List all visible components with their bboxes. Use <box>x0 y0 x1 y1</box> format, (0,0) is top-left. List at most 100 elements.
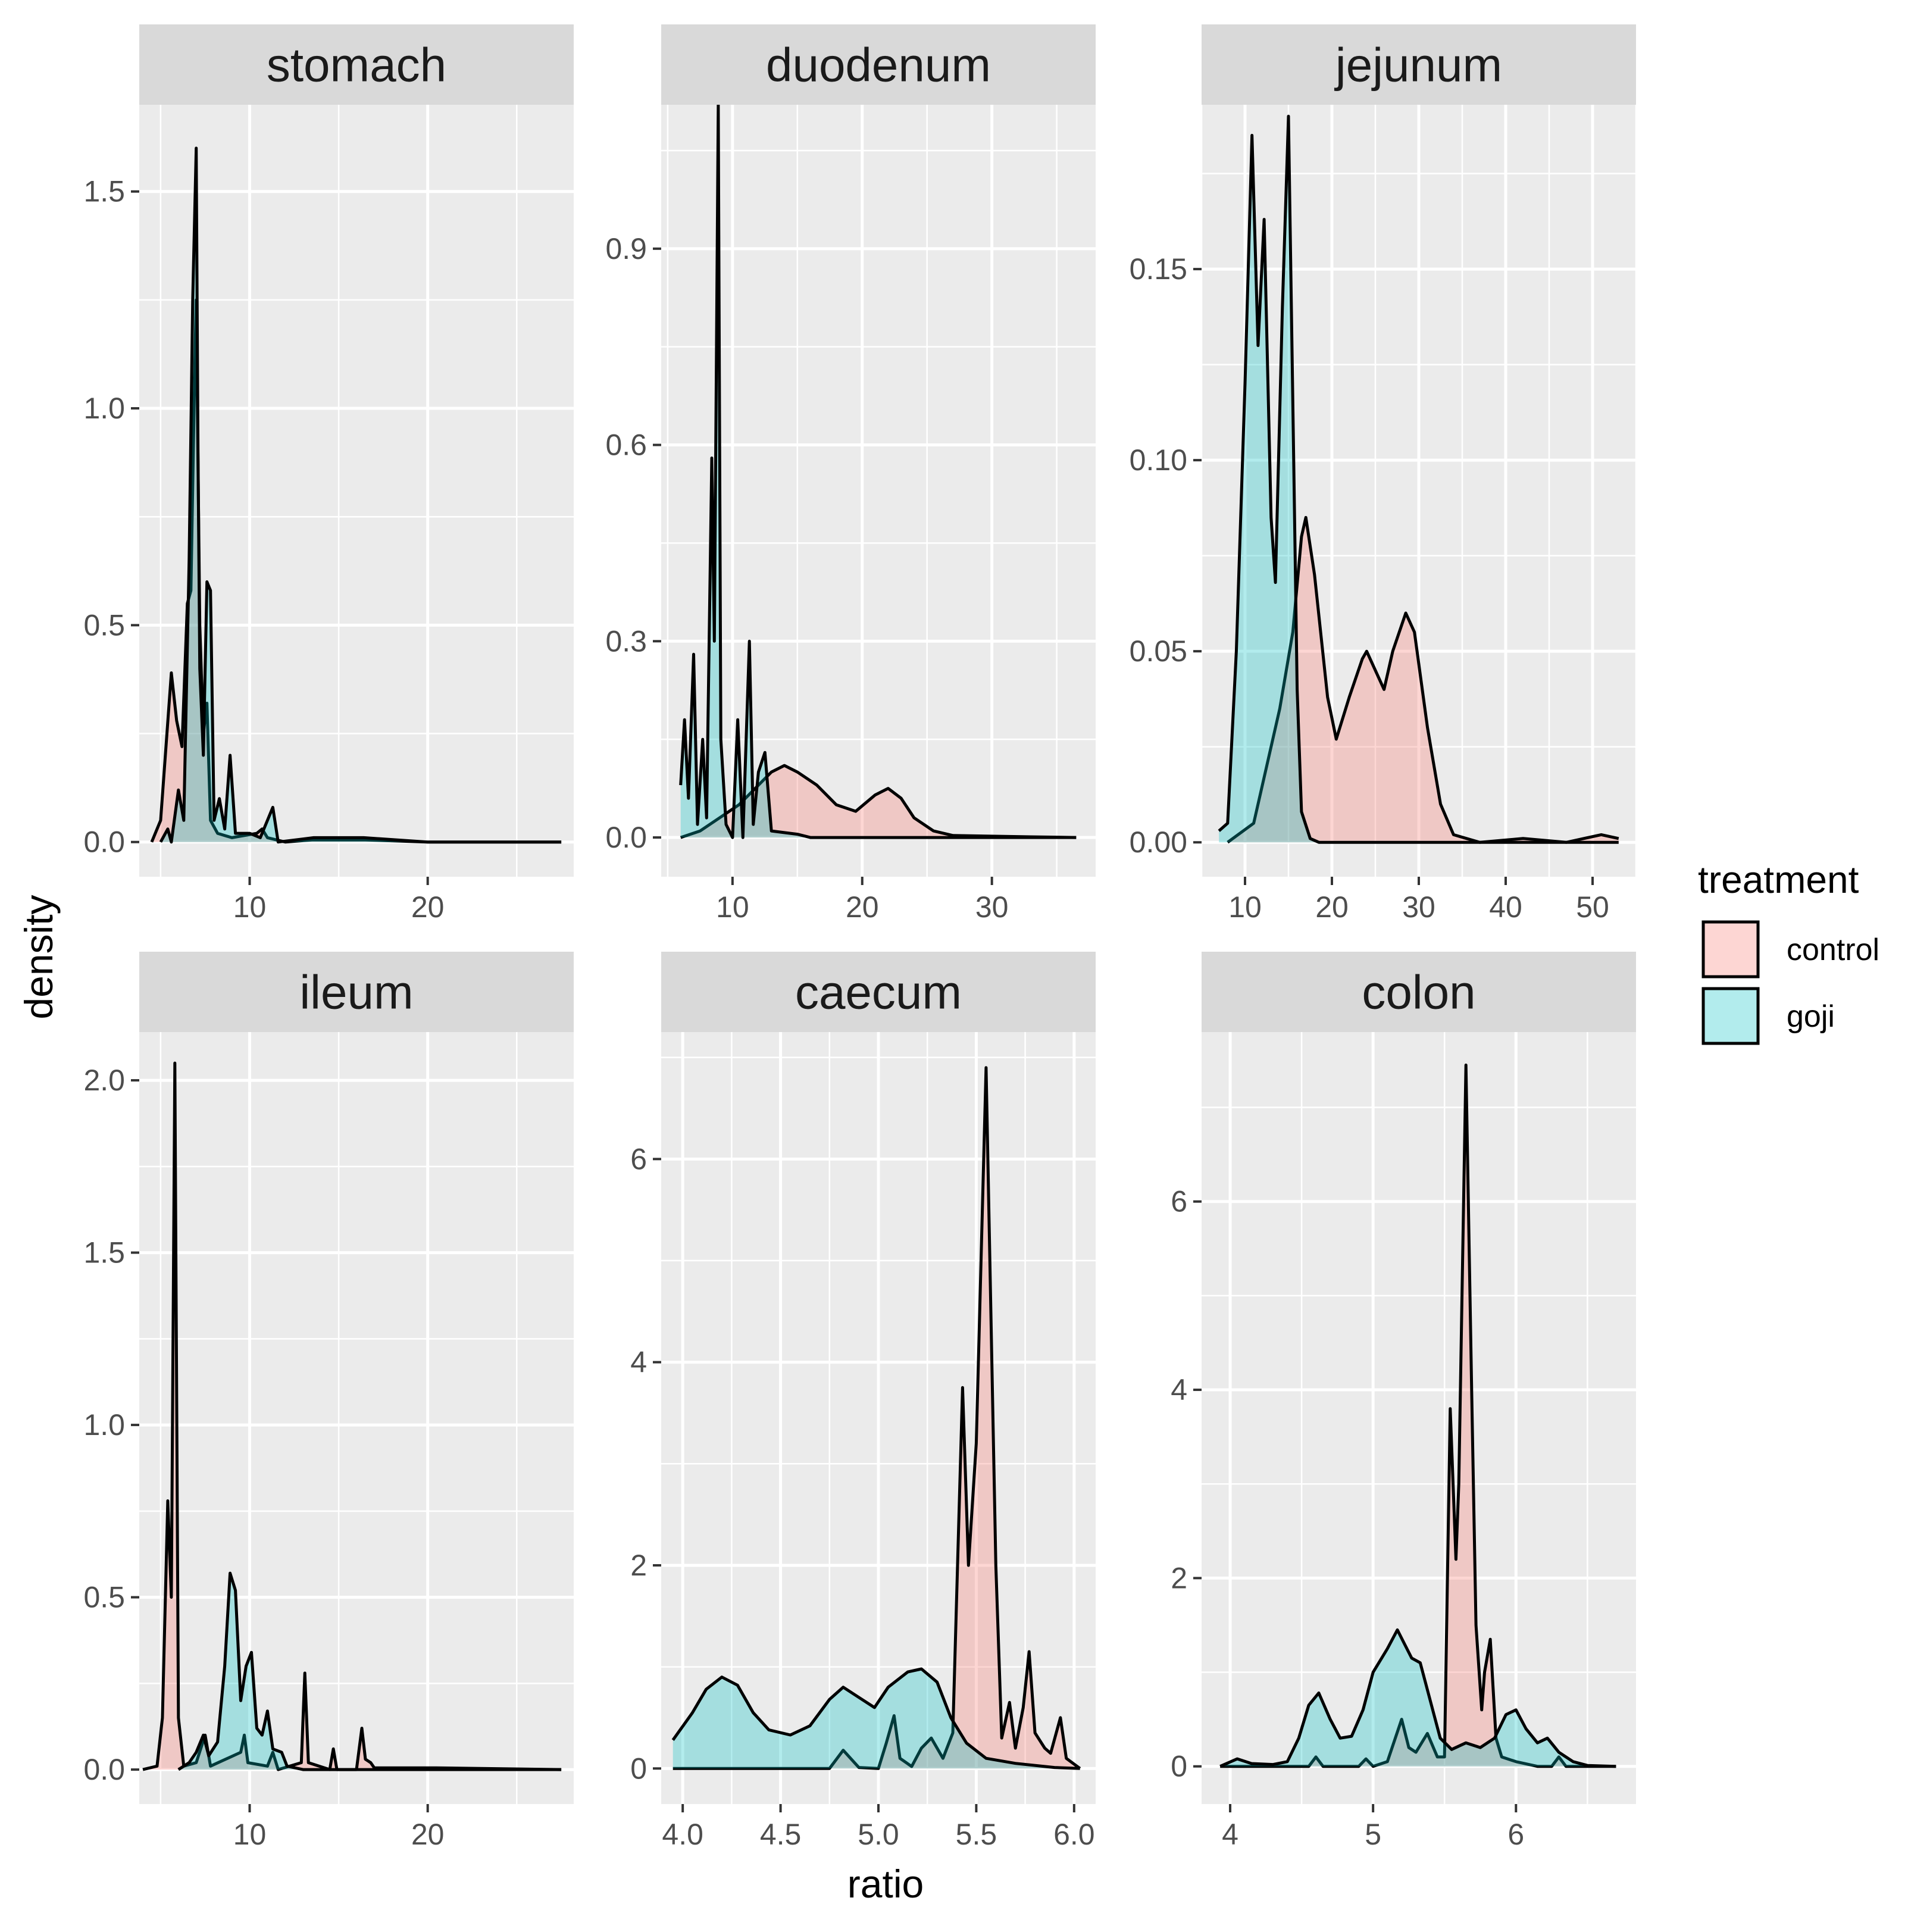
y-tick-label: 2 <box>1171 1561 1187 1595</box>
strip-background <box>1202 952 1636 1032</box>
y-axis-title: density <box>17 895 61 1019</box>
density-line-control <box>1220 1063 1616 1768</box>
strip-background <box>139 952 574 1032</box>
y-tick-label: 0.10 <box>1130 443 1187 477</box>
density-area-goji <box>673 1669 1080 1769</box>
density-area-goji <box>1220 1630 1616 1767</box>
density-area-goji <box>680 105 1077 838</box>
legend-title: treatment <box>1698 858 1859 901</box>
x-tick-label: 5.5 <box>956 1818 997 1851</box>
density-area-control <box>673 1067 1080 1769</box>
axes: 10 20 30 0.0 0.3 0.6 0.9 <box>605 232 1008 924</box>
y-tick-label: 1.5 <box>83 1236 125 1270</box>
strip-label: colon <box>1362 966 1475 1019</box>
y-tick-label: 1.5 <box>83 175 125 208</box>
facet-stomach: stomach 10 20 0.0 0.5 1.0 1.5 <box>83 24 574 924</box>
axes: 10 20 0.0 0.5 1.0 1.5 2.0 <box>83 1064 444 1851</box>
strip-background <box>139 24 574 105</box>
density-line-control <box>142 1061 562 1771</box>
legend-entries: control goji <box>1701 920 1879 1046</box>
legend-key-background <box>1701 920 1760 979</box>
x-tick-label: 20 <box>1315 890 1349 924</box>
legend-key-goji <box>1701 987 1760 1045</box>
axes: 10 20 30 40 50 0.00 0.05 0.10 0.15 <box>1130 252 1609 924</box>
axes: 4.0 4.5 5.0 5.5 6.0 0 2 4 6 <box>630 1142 1094 1851</box>
facet-ileum: ileum 10 20 0.0 0.5 1.0 1.5 2.0 <box>83 952 574 1851</box>
y-tick-label: 1.0 <box>83 1408 125 1442</box>
density-line-goji <box>159 146 562 844</box>
y-tick-label: 0 <box>630 1752 647 1785</box>
legend-label-control: control <box>1787 933 1879 967</box>
grid-lines <box>661 105 1096 877</box>
strip-background <box>661 952 1096 1032</box>
x-tick-label: 10 <box>1228 890 1262 924</box>
x-tick-label: 4 <box>1222 1818 1238 1851</box>
density-line-goji <box>1219 1628 1616 1768</box>
density-series <box>142 1061 562 1771</box>
x-axis-title: ratio <box>847 1862 924 1906</box>
density-line-goji <box>679 105 1077 839</box>
facet-colon: colon 4 5 6 0 2 4 6 <box>1171 952 1636 1851</box>
x-tick-label: 5 <box>1365 1818 1381 1851</box>
x-tick-label: 30 <box>975 890 1009 924</box>
x-tick-label: 10 <box>233 1818 267 1851</box>
density-area-control <box>680 765 1077 838</box>
density-series <box>1218 114 1619 844</box>
strip-label: jejunum <box>1334 39 1502 92</box>
strip-background <box>661 24 1096 105</box>
density-series <box>671 1066 1081 1770</box>
x-tick-label: 6.0 <box>1053 1818 1095 1851</box>
facet-jejunum: jejunum 10 20 30 40 50 0.00 0.05 0.10 0.15 <box>1130 24 1636 924</box>
grid-lines <box>139 105 574 877</box>
x-tick-label: 6 <box>1507 1818 1524 1851</box>
density-line-goji <box>177 1571 562 1771</box>
density-area-control <box>151 299 562 842</box>
y-tick-label: 0.5 <box>83 608 125 642</box>
y-tick-label: 4 <box>630 1346 647 1379</box>
y-tick-label: 6 <box>630 1142 647 1176</box>
density-line-control <box>673 1066 1081 1770</box>
facet-duodenum: duodenum 10 20 30 0.0 0.3 0.6 0.9 <box>605 24 1096 924</box>
x-tick-label: 20 <box>411 890 445 924</box>
legend-key-background <box>1701 986 1760 1046</box>
y-tick-label: 0.6 <box>605 429 647 462</box>
y-tick-label: 4 <box>1171 1373 1187 1406</box>
density-series <box>1219 1063 1616 1768</box>
x-tick-label: 5.0 <box>858 1818 899 1851</box>
panel-background <box>661 105 1096 877</box>
legend: treatment control goji <box>1698 858 1879 1046</box>
panel-background <box>139 1032 574 1804</box>
strip-label: ileum <box>299 966 413 1019</box>
x-tick-label: 4.5 <box>760 1818 802 1851</box>
y-tick-label: 0 <box>1171 1750 1187 1783</box>
strip-label: caecum <box>795 966 962 1019</box>
grid-lines <box>1202 105 1636 877</box>
x-tick-label: 10 <box>716 890 749 924</box>
panel-background <box>1202 1032 1636 1804</box>
y-tick-label: 0.5 <box>83 1581 125 1614</box>
density-series <box>150 146 562 844</box>
y-tick-label: 0.0 <box>605 821 647 854</box>
x-tick-label: 10 <box>233 890 267 924</box>
x-tick-label: 4.0 <box>662 1818 703 1851</box>
x-tick-label: 30 <box>1402 890 1435 924</box>
y-tick-label: 0.9 <box>605 232 647 265</box>
y-tick-label: 0.00 <box>1130 826 1187 859</box>
density-area-goji <box>1219 116 1619 843</box>
density-line-goji <box>1218 114 1619 844</box>
y-tick-label: 0.0 <box>83 826 125 859</box>
strip-label: stomach <box>267 39 446 92</box>
x-tick-label: 50 <box>1576 890 1609 924</box>
axes: 4 5 6 0 2 4 6 <box>1171 1185 1524 1851</box>
density-area-goji <box>160 148 562 842</box>
density-area-control <box>1227 517 1619 843</box>
legend-label-goji: goji <box>1787 999 1835 1034</box>
y-tick-label: 1.0 <box>83 392 125 425</box>
density-line-goji <box>671 1667 1080 1770</box>
y-tick-label: 0.3 <box>605 624 647 658</box>
x-tick-label: 20 <box>846 890 879 924</box>
x-tick-label: 20 <box>411 1818 445 1851</box>
